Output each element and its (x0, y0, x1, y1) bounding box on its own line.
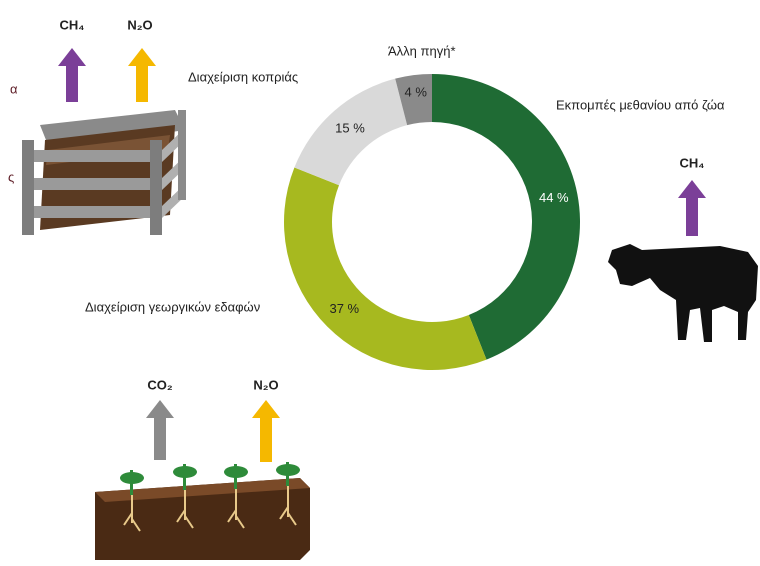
annotation: N₂O (253, 377, 278, 392)
value-label: 37 % (329, 301, 359, 316)
donut-segment (432, 74, 581, 360)
annotation: N₂O (127, 17, 152, 32)
manure-box-icon (22, 110, 186, 235)
category-label: Διαχείριση γεωργικών εδαφών (85, 299, 260, 314)
annotation: ς (8, 169, 14, 184)
value-label: 15 % (335, 120, 365, 135)
annotation: CH₄ (60, 17, 85, 32)
arrows (58, 48, 706, 462)
value-label: 44 % (539, 190, 569, 205)
annotation: CH₄ (680, 155, 705, 170)
category-label: Εκπομπές μεθανίου από ζώα (556, 97, 725, 112)
annotation: CO₂ (147, 377, 173, 392)
cow-icon (608, 244, 758, 342)
soil-plants-icon (95, 462, 310, 560)
annotation: α (10, 81, 18, 96)
donut-segment (294, 78, 408, 186)
donut-segment (283, 167, 487, 371)
donut-segment (395, 74, 432, 126)
category-label: Άλλη πηγή* (388, 43, 456, 58)
category-label: Διαχείριση κοπριάς (188, 69, 298, 84)
value-label: 4 % (405, 84, 428, 99)
